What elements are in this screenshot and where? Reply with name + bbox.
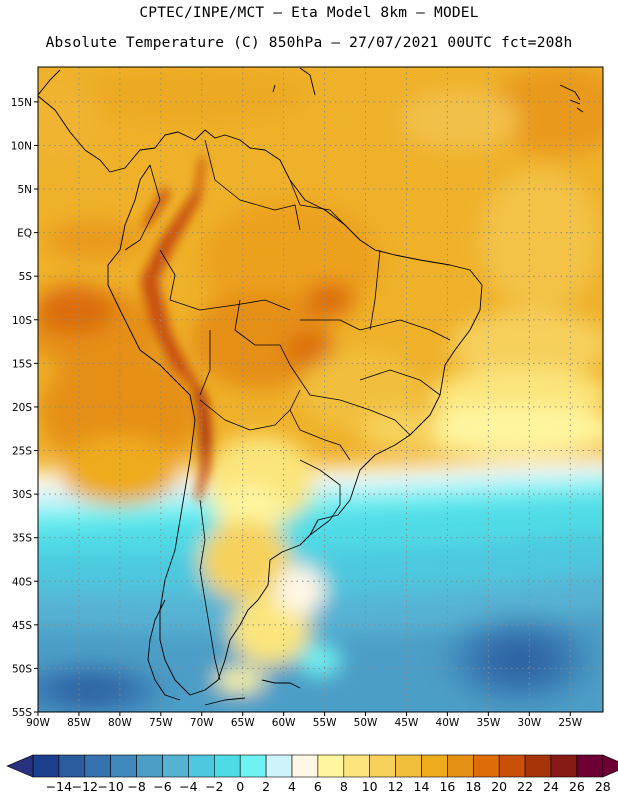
colorbar-label: 10	[362, 779, 378, 794]
colorbar-under-arrow	[6, 754, 34, 778]
title-line-1: CPTEC/INPE/MCT — Eta Model 8km — MODEL	[139, 5, 479, 21]
lon-label: 85W	[67, 717, 91, 729]
colorbar-label: 26	[569, 779, 585, 794]
colorbar-swatch	[162, 754, 189, 778]
lat-label: 20S	[12, 402, 32, 414]
colorbar-swatch	[369, 754, 396, 778]
lat-label: 30S	[12, 489, 32, 501]
lon-label: 75W	[149, 717, 173, 729]
lon-label: 30W	[517, 717, 541, 729]
colorbar-swatch	[110, 754, 137, 778]
colorbar-swatch	[84, 754, 112, 778]
lat-label: 55S	[12, 707, 32, 719]
lat-label: 40S	[12, 576, 32, 588]
lon-label: 50W	[354, 717, 378, 729]
lon-label: 25W	[558, 717, 582, 729]
colorbar-label: −10	[98, 779, 124, 794]
colorbar-labels: −14 −12 −10 −8 −6 −4 −2 0 2 4 6 8 10 12 14 16 18 20 22 24 26…	[46, 779, 611, 794]
lon-label: 40W	[436, 717, 460, 729]
colorbar-label: 12	[388, 779, 404, 794]
lat-label: 35S	[12, 533, 32, 545]
colorbar-swatch	[395, 754, 422, 778]
colorbar-swatch	[550, 754, 578, 778]
colorbar-label: −14	[46, 779, 72, 794]
colorbar-swatch	[58, 754, 86, 778]
colorbar-swatch	[188, 754, 215, 778]
lat-label: 5N	[17, 184, 32, 196]
lon-label: 60W	[272, 717, 296, 729]
colorbar-label: 22	[517, 779, 533, 794]
lon-label: 35W	[476, 717, 500, 729]
longitude-labels: 90W 85W 80W 75W 70W 65W 60W 55W 50W 45W 40W 35W 30W 2…	[26, 717, 583, 729]
lon-label: 65W	[231, 717, 255, 729]
lat-label: 10S	[12, 315, 32, 327]
lat-label: 15S	[12, 358, 32, 370]
colorbar-swatch	[239, 754, 267, 778]
colorbar-label: −6	[153, 779, 171, 794]
colorbar-label: 6	[314, 779, 322, 794]
colorbar-swatch	[136, 754, 163, 778]
colorbar-swatch	[214, 754, 241, 778]
colorbar-over-arrow	[602, 754, 618, 778]
lon-label: 55W	[313, 717, 337, 729]
title-line-2: Absolute Temperature (C) 850hPa — 27/07/…	[45, 35, 573, 51]
colorbar	[6, 754, 618, 778]
colorbar-label: −2	[205, 779, 223, 794]
colorbar-swatch	[498, 754, 526, 778]
lon-label: 90W	[26, 717, 50, 729]
lat-lon-grid	[38, 67, 603, 712]
colorbar-label: 4	[288, 779, 296, 794]
lat-label: 50S	[12, 663, 32, 675]
colorbar-swatch	[32, 754, 60, 778]
lon-label: 70W	[190, 717, 214, 729]
colorbar-label: 14	[414, 779, 430, 794]
lat-label: 15N	[11, 97, 32, 109]
colorbar-swatch	[421, 754, 448, 778]
lat-label: 10N	[11, 140, 32, 152]
coastlines	[38, 67, 584, 706]
colorbar-label: 28	[595, 779, 611, 794]
colorbar-swatch	[343, 754, 370, 778]
temperature-field	[38, 67, 603, 712]
colorbar-label: 18	[465, 779, 481, 794]
country-borders	[124, 139, 451, 681]
colorbar-label: 2	[262, 779, 270, 794]
colorbar-label: −4	[179, 779, 197, 794]
axis-ticks	[34, 101, 571, 716]
colorbar-label: 8	[340, 779, 348, 794]
colorbar-swatch	[265, 754, 293, 778]
colorbar-label: 24	[543, 779, 559, 794]
colorbar-label: 20	[491, 779, 507, 794]
colorbar-swatch	[317, 754, 345, 778]
colorbar-swatch	[447, 754, 474, 778]
colorbar-swatch	[524, 754, 552, 778]
lat-label: 25S	[12, 446, 32, 458]
colorbar-label: −8	[127, 779, 145, 794]
colorbar-swatch	[576, 754, 604, 778]
colorbar-label: 0	[236, 779, 244, 794]
lat-label: EQ	[17, 228, 32, 240]
lon-label: 80W	[108, 717, 132, 729]
plot-frame	[37, 66, 604, 713]
lat-label: 5S	[19, 271, 33, 283]
lon-label: 45W	[395, 717, 419, 729]
colorbar-swatch	[472, 754, 500, 778]
colorbar-swatch	[291, 754, 319, 778]
colorbar-label: 16	[439, 779, 455, 794]
lat-label: 45S	[12, 620, 32, 632]
latitude-labels: 15N 10N 5N EQ 5S 10S 15S 20S 25S 30S 35S 40S 45S 50S 5…	[11, 97, 33, 719]
colorbar-label: −12	[72, 779, 98, 794]
